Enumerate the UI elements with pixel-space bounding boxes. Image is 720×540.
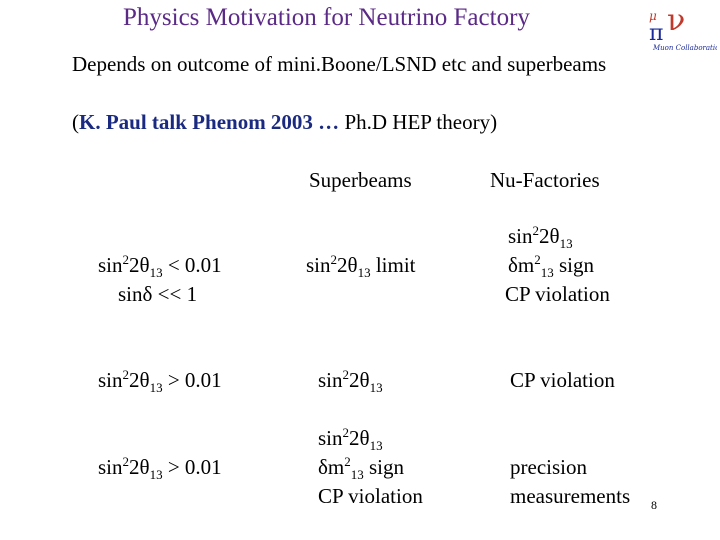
row1-nufact-dm-sign: δm213 sign: [508, 252, 594, 281]
row3-nufact-precision: precision: [510, 455, 587, 479]
logo-mu-glyph: μ: [649, 9, 657, 23]
row3-nufact-measurements: measurements: [510, 484, 631, 508]
row2-nufactories: CP violation: [510, 368, 615, 392]
row3-superbeams: sin22θ13 δm213 sign CP violation: [313, 424, 423, 511]
header-nufactories: Nu-Factories: [490, 168, 600, 192]
talk-reference: K. Paul talk Phenom 2003 …: [79, 110, 340, 134]
slide-title: Physics Motivation for Neutrino Factory: [123, 4, 530, 31]
logo-pi-glyph: π: [649, 21, 663, 46]
row3-superbeams-cp: CP violation: [318, 484, 423, 508]
row1-condition: sin22θ13 < 0.01 sinδ << 1: [98, 251, 222, 309]
row3-superbeams-dm-sign: δm213 sign: [318, 454, 404, 483]
row1-nufact-cp: CP violation: [505, 282, 610, 306]
row1-nufact-theta: sin22θ13: [508, 223, 573, 252]
row2-superbeams: sin22θ13: [318, 367, 383, 396]
row1-condition-delta: sinδ << 1: [118, 282, 198, 306]
logo-caption: Muon Collaboration: [652, 44, 717, 52]
row1-condition-theta: sin22θ13 < 0.01: [98, 252, 222, 281]
intro-line-2: (K. Paul talk Phenom 2003 … Ph.D HEP the…: [72, 110, 498, 134]
row2-condition: sin22θ13 > 0.01: [98, 367, 222, 396]
row1-superbeams: sin22θ13 limit: [306, 252, 416, 281]
header-superbeams: Superbeams: [309, 168, 412, 192]
row1-nufactories: sin22θ13 δm213 sign CP violation: [500, 222, 610, 309]
row3-condition: sin22θ13 > 0.01: [98, 454, 222, 483]
page-number: 8: [651, 498, 657, 512]
muon-collaboration-logo: μ ν π Muon Collaboration: [649, 4, 717, 52]
intro-line-1: Depends on outcome of mini.Boone/LSND et…: [72, 52, 607, 76]
row3-superbeams-theta: sin22θ13: [318, 425, 383, 454]
row3-nufactories: precision measurements: [510, 453, 630, 511]
logo-nu-glyph: ν: [667, 4, 685, 38]
